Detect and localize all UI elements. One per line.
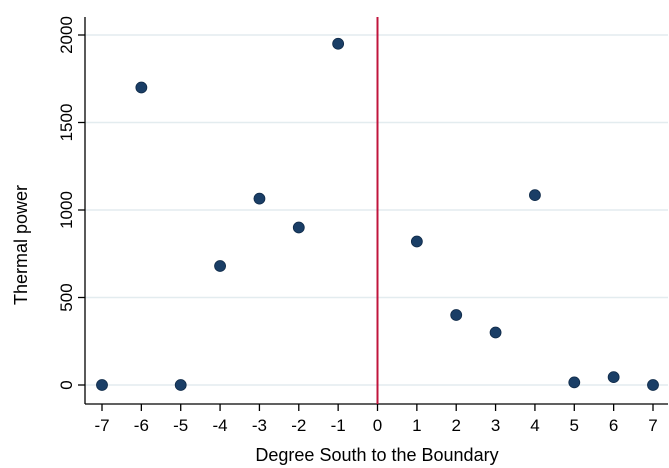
- data-point-3: [214, 260, 226, 272]
- y-tick-label-3: 1500: [57, 104, 76, 142]
- x-tick-label-3: -4: [213, 416, 228, 435]
- data-point-6: [332, 37, 345, 50]
- x-axis-ticks: -7 -6 -5 -4 -3 -2 -1 0 1 2 3 4 5 6 7: [94, 404, 658, 435]
- y-tick-label-4: 2000: [57, 16, 76, 54]
- x-tick-label-12: 5: [570, 416, 579, 435]
- x-tick-label-5: -2: [291, 416, 306, 435]
- x-tick-label-1: -6: [134, 416, 149, 435]
- x-tick-label-2: -5: [173, 416, 188, 435]
- y-axis-title: Thermal power: [11, 185, 31, 305]
- x-tick-label-13: 6: [609, 416, 618, 435]
- data-point-9: [489, 326, 502, 339]
- x-tick-label-10: 3: [491, 416, 500, 435]
- data-point-4: [253, 192, 266, 205]
- x-tick-label-14: 7: [648, 416, 657, 435]
- y-tick-label-0: 0: [57, 380, 76, 389]
- x-tick-label-8: 1: [412, 416, 421, 435]
- data-point-2: [174, 379, 187, 391]
- data-point-5: [292, 221, 305, 234]
- data-point-13: [647, 379, 659, 391]
- data-point-8: [450, 309, 463, 321]
- x-tick-label-4: -3: [252, 416, 267, 435]
- data-point-11: [568, 376, 581, 389]
- data-points: [96, 37, 659, 391]
- data-point-10: [529, 189, 541, 202]
- y-axis-ticks: 0 500 1000 1500 2000: [57, 16, 85, 390]
- x-tick-label-0: -7: [94, 416, 109, 435]
- data-point-12: [607, 371, 620, 384]
- x-tick-label-11: 4: [530, 416, 539, 435]
- data-point-7: [410, 235, 423, 248]
- data-point-0: [96, 379, 108, 391]
- y-tick-label-1: 500: [57, 283, 76, 311]
- data-point-1: [135, 81, 148, 94]
- x-tick-label-9: 2: [451, 416, 460, 435]
- x-axis-title: Degree South to the Boundary: [255, 445, 498, 465]
- y-tick-label-2: 1000: [57, 191, 76, 229]
- x-tick-label-7: 0: [373, 416, 382, 435]
- x-tick-label-6: -1: [331, 416, 346, 435]
